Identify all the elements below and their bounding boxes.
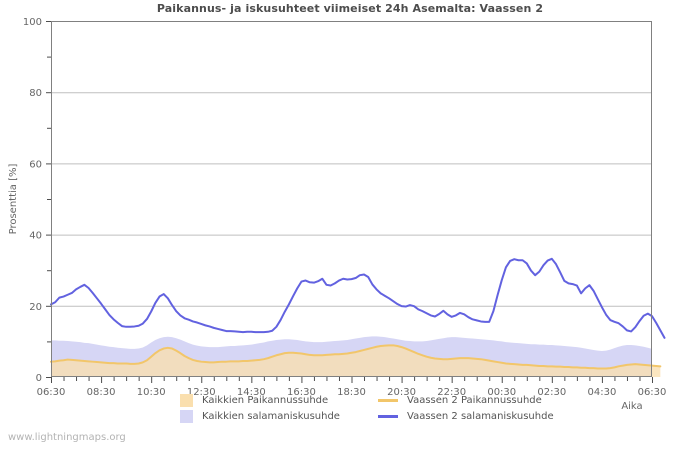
plot-background: [51, 21, 652, 377]
legend-item-2: Kaikkien salamaniskusuhde: [180, 408, 370, 424]
legend-swatch-box: [180, 393, 193, 407]
xtick-label-1: 08:30: [87, 387, 116, 398]
y-axis-title: Prosenttia [%]: [8, 164, 19, 235]
legend-item-3: Vaassen 2 salamaniskusuhde: [378, 408, 578, 424]
legend-label: Kaikkien salamaniskusuhde: [202, 410, 340, 422]
legend-swatch-box: [180, 409, 193, 423]
plot-frame: [51, 21, 652, 377]
area-all-location-ratio: [51, 345, 661, 377]
line-station-location-ratio: [50, 344, 662, 370]
legend-label: Kaikkien Paikannussuhde: [202, 394, 329, 406]
chart-title: Paikannus- ja iskusuhteet viimeiset 24h …: [156, 2, 544, 15]
xtick-label-8: 22:30: [437, 387, 466, 398]
legend-swatch-line: [378, 398, 398, 402]
legend-label: Vaassen 2 salamaniskusuhde: [407, 410, 554, 422]
xtick-label-11: 04:30: [588, 387, 617, 398]
ytick-label-60: 60: [29, 159, 42, 170]
x-axis-title: Aika: [621, 401, 642, 412]
ytick-label-100: 100: [23, 17, 42, 28]
xtick-label-0: 06:30: [37, 387, 66, 398]
xtick-label-6: 18:30: [337, 387, 366, 398]
ytick-label-0: 0: [36, 373, 42, 384]
xtick-label-7: 20:30: [387, 387, 416, 398]
watermark: www.lightningmaps.org: [8, 432, 126, 443]
xtick-label-2: 10:30: [137, 387, 166, 398]
ytick-label-20: 20: [29, 302, 42, 313]
legend-swatch-line: [378, 414, 398, 418]
xtick-label-5: 16:30: [287, 387, 316, 398]
xtick-label-12: 06:30: [638, 387, 667, 398]
line-station-strike-ratio: [50, 257, 666, 339]
ytick-label-80: 80: [29, 88, 42, 99]
legend-label: Vaassen 2 Paikannussuhde: [407, 394, 542, 406]
xtick-label-9: 00:30: [487, 387, 516, 398]
legend-item-0: Kaikkien Paikannussuhde: [180, 392, 370, 408]
ytick-label-40: 40: [29, 231, 42, 242]
chart-legend: Kaikkien Paikannussuhde Vaassen 2 Paikann…: [180, 392, 600, 424]
xtick-label-10: 02:30: [537, 387, 566, 398]
legend-item-1: Vaassen 2 Paikannussuhde: [378, 392, 578, 408]
xtick-label-4: 14:30: [237, 387, 266, 398]
xtick-label-3: 12:30: [187, 387, 216, 398]
